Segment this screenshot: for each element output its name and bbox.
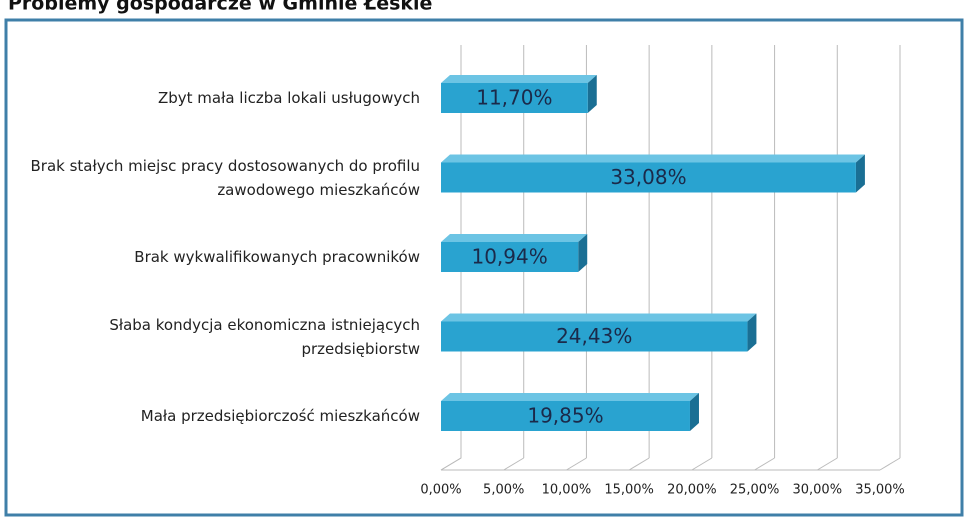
bar bbox=[441, 401, 690, 431]
x-tick-label: 20,00% bbox=[667, 483, 717, 498]
bar-top bbox=[441, 75, 597, 83]
grid-floor bbox=[566, 457, 587, 471]
data-label: 24,43% bbox=[556, 324, 632, 348]
category-label: Słaba kondycja ekonomiczna istniejących … bbox=[109, 315, 420, 358]
bar bbox=[441, 321, 748, 352]
bar-side bbox=[855, 154, 865, 193]
bar-side bbox=[587, 75, 597, 113]
bar bbox=[441, 242, 579, 272]
bar-side bbox=[689, 393, 699, 431]
category-label: Brak stałych miejsc pracy dostosowanych … bbox=[30, 156, 421, 199]
frame bbox=[4, 18, 964, 517]
x-tick-label: 30,00% bbox=[792, 483, 842, 498]
category-label: Mała przedsiębiorczość mieszkańców bbox=[140, 407, 420, 425]
bar-top bbox=[441, 234, 588, 242]
x-tick-label: 0,00% bbox=[420, 483, 461, 498]
grid-floor bbox=[754, 457, 775, 471]
category-label: Brak wykwalifikowanych pracowników bbox=[134, 248, 420, 266]
bar-top bbox=[441, 313, 757, 322]
grid-floor bbox=[691, 457, 713, 471]
chart-title: Problemy gospodarcze w Gminie Łeskie bbox=[8, 0, 432, 15]
x-tick-label: 35,00% bbox=[855, 483, 905, 498]
bar-top bbox=[441, 393, 699, 401]
x-tick-label: 10,00% bbox=[542, 483, 592, 498]
x-tick-label: 25,00% bbox=[730, 483, 780, 498]
x-tick-label: 5,00% bbox=[483, 483, 524, 498]
grid-floor bbox=[628, 457, 650, 471]
bar-side bbox=[578, 234, 588, 272]
bar bbox=[441, 162, 856, 193]
grid-floor bbox=[817, 457, 838, 471]
data-label: 19,85% bbox=[527, 404, 603, 428]
data-label: 11,70% bbox=[476, 86, 552, 110]
bar-side bbox=[747, 313, 757, 352]
category-label: Zbyt mała liczba lokali usługowych bbox=[157, 89, 420, 107]
grid-floor bbox=[503, 457, 524, 471]
x-tick-label: 15,00% bbox=[604, 483, 654, 498]
grid-floor bbox=[440, 457, 462, 471]
grid-floor bbox=[879, 457, 901, 471]
bar-top bbox=[441, 154, 865, 163]
bar bbox=[441, 83, 588, 113]
data-label: 10,94% bbox=[471, 245, 547, 269]
data-label: 33,08% bbox=[610, 165, 686, 189]
